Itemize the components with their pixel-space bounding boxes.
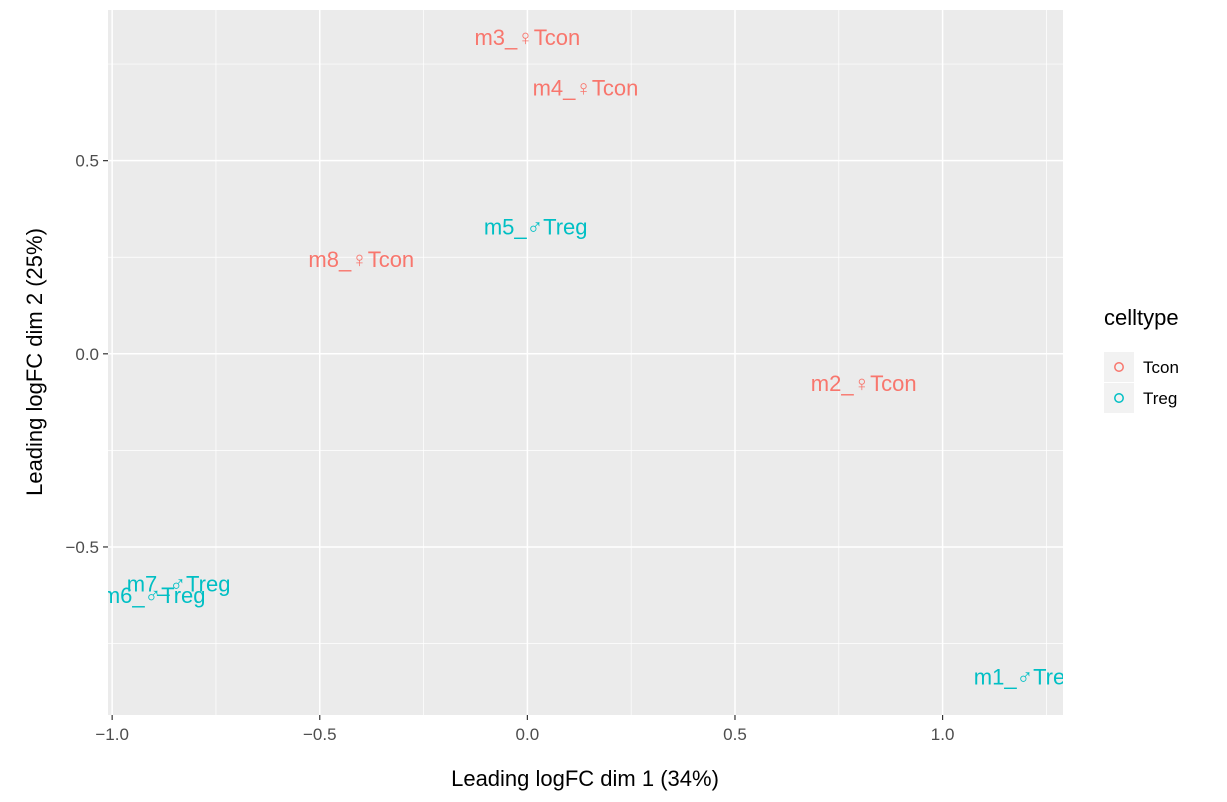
legend-label-treg: Treg xyxy=(1143,389,1177,408)
major-gridlines xyxy=(108,10,1063,715)
point-labels-layer: m3_♀Tcon m4_♀Tcon m5_♂Treg m8_♀Tcon m2_♀Tcon… xyxy=(102,25,1078,689)
point-label: m3_♀Tcon xyxy=(474,25,580,50)
legend-key-tcon xyxy=(1114,362,1124,372)
y-axis: −0.5 0.0 0.5 xyxy=(65,152,108,557)
x-tick-label: −1.0 xyxy=(95,725,129,744)
x-tick-label: 0.5 xyxy=(723,725,747,744)
point-label: m2_♀Tcon xyxy=(811,371,917,396)
legend-key-treg xyxy=(1114,393,1124,403)
y-tick-label: 0.0 xyxy=(75,345,99,364)
y-tick-label: −0.5 xyxy=(65,538,99,557)
point-label: m7_♂Treg xyxy=(127,572,231,597)
minor-gridlines xyxy=(108,10,1063,715)
x-tick-label: 1.0 xyxy=(931,725,955,744)
x-tick-label: −0.5 xyxy=(303,725,337,744)
y-axis-title: Leading logFC dim 2 (25%) xyxy=(22,228,47,496)
point-label: m5_♂Treg xyxy=(484,214,588,239)
y-tick-label: 0.5 xyxy=(75,152,99,171)
x-tick-label: 0.0 xyxy=(516,725,540,744)
x-axis: −1.0 −0.5 0.0 0.5 1.0 xyxy=(95,715,954,744)
point-label: m4_♀Tcon xyxy=(533,75,639,100)
legend-title: celltype xyxy=(1104,305,1179,330)
legend-key-box xyxy=(1104,383,1134,413)
point-label: m6_♂Treg xyxy=(102,583,206,608)
plot-panel xyxy=(108,10,1063,715)
x-axis-title: Leading logFC dim 1 (34%) xyxy=(451,766,719,791)
point-label: m8_♀Tcon xyxy=(308,247,414,272)
legend: celltype Tcon Treg xyxy=(1104,305,1179,413)
legend-key-box xyxy=(1104,352,1134,382)
legend-label-tcon: Tcon xyxy=(1143,358,1179,377)
point-label: m1_♂Treg xyxy=(974,664,1078,689)
